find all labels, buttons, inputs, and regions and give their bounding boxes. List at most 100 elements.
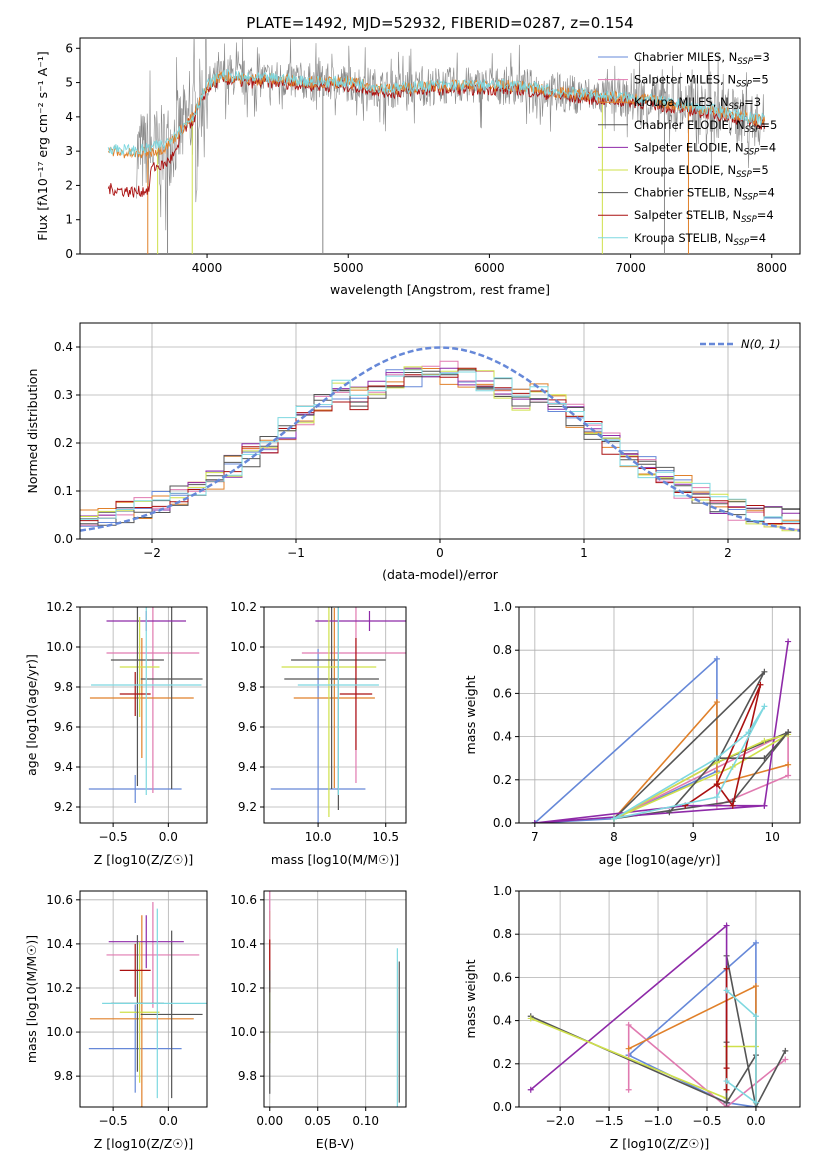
weight_vs_z-xtick-label: −1.0 (643, 1114, 672, 1128)
age_vs_mass-ytick-label: 10.0 (230, 640, 257, 654)
legend-label-kroupa_elodie: Kroupa ELODIE, NSSP=5 (634, 163, 769, 180)
spectrum-ytick-label: 1 (65, 213, 73, 227)
gaussian-curve (80, 346, 800, 532)
weight_vs_z-point-chabrier_elodie (782, 1047, 789, 1054)
legend-label-chabrier_miles: Chabrier MILES, NSSP=3 (634, 50, 770, 67)
weight_vs_age-ytick-label: 0.2 (493, 773, 512, 787)
age_vs_z-ytick-label: 9.6 (54, 720, 73, 734)
spectrum-xlabel: wavelength [Angstrom, rest frame] (330, 282, 550, 297)
spectrum-ytick-label: 6 (65, 41, 73, 55)
legend-label-kroupa_miles: Kroupa MILES, NSSP=3 (634, 95, 761, 112)
weight_vs_age-ytick-label: 1.0 (493, 600, 512, 614)
spectrum-ytick-label: 2 (65, 178, 73, 192)
weight_vs_age-xtick-label: 9 (689, 830, 697, 844)
residual-ytick-label: 0.2 (54, 436, 73, 450)
weight_vs_age-ytick-label: 0.4 (493, 730, 512, 744)
weight_vs_z-series-chabrier_elodie (530, 955, 787, 1107)
weight_vs_z-series-chabrier_miles (628, 941, 757, 1107)
mass_vs_z-xlabel: Z [log10(Z/Z☉)] (94, 1136, 194, 1151)
age_vs_z-axes (79, 606, 208, 824)
age_vs_z-xtick-label: 0.0 (159, 830, 178, 844)
age_vs_z-ylabel: age [log10(age/yr)] (24, 654, 39, 776)
mass_vs_ebv-marks (269, 891, 400, 1107)
weight_vs_age-panel: 7 8 9 10 0.0 0.2 0.4 0.6 0.8 1.0 age [log10(age/yr… (463, 600, 801, 867)
mass_vs_z-xtick-label: 0.0 (159, 1114, 178, 1128)
age_vs_mass-ytick-label: 9.8 (238, 680, 257, 694)
age_vs_mass-xtick-label: 10.0 (305, 830, 332, 844)
mass_vs_z-marks (88, 902, 207, 1107)
mass_vs_z-ytick-label: 10.4 (46, 937, 73, 951)
weight_vs_age-point-chabrier_miles (713, 655, 720, 662)
weight_vs_age-point-kroupa_elodie (761, 737, 768, 744)
age_vs_z-ytick-label: 9.8 (54, 680, 73, 694)
weight_vs_age-point-salpeter_stelib (757, 681, 764, 688)
weight_vs_age-point-kroupa_stelib (745, 729, 752, 736)
mass_vs_ebv-ytick-label: 10.0 (230, 1025, 257, 1039)
weight_vs_z-point-kroupa_miles (752, 983, 759, 990)
gaussian-legend-label: N(0, 1) (741, 337, 781, 351)
weight_vs_age-ylabel: mass weight (463, 675, 478, 754)
weight_vs_age-series-kroupa_stelib (613, 705, 766, 820)
spectrum-axes (79, 37, 801, 255)
age_vs_z-ytick-label: 10.0 (46, 640, 73, 654)
weight_vs_age-series-kroupa_elodie (613, 733, 789, 820)
mass_vs_z-ytick-label: 9.8 (54, 1069, 73, 1083)
weight_vs_z-xtick-label: −0.5 (692, 1114, 721, 1128)
spectrum-ytick-label: 0 (65, 247, 73, 261)
spectrum-ytick-label: 3 (65, 144, 73, 158)
weight_vs_z-point-kroupa_stelib (752, 1099, 759, 1106)
mass_vs_z-xtick-label: −0.5 (99, 1114, 128, 1128)
weight_vs_age-point-salpeter_stelib (713, 781, 720, 788)
residual-xtick-label: −2 (143, 546, 161, 560)
age_vs_z-marks (88, 607, 203, 803)
residual-ytick-label: 0.1 (54, 484, 73, 498)
mass_vs_z-ytick-label: 10.2 (46, 981, 73, 995)
legend-label-salpeter_elodie: Salpeter ELODIE, NSSP=4 (634, 140, 776, 157)
weight_vs_age-ytick-label: 0.0 (493, 816, 512, 830)
weight_vs_z-point-salpeter_stelib (723, 1065, 730, 1072)
spectrum-xtick-label: 5000 (333, 261, 364, 275)
weight_vs_age-ytick-label: 0.6 (493, 686, 512, 700)
weight_vs_age-xtick-label: 7 (531, 830, 539, 844)
age_vs_mass-panel: 10.0 10.5 9.2 9.4 9.6 9.8 10.0 10.2 mass [log10(… (230, 600, 407, 867)
weight_vs_age-series-chabrier_elodie (613, 671, 789, 820)
weight_vs_age-point-kroupa_stelib (713, 794, 720, 801)
legend-label-salpeter_miles: Salpeter MILES, NSSP=5 (634, 73, 769, 90)
mass_vs_ebv-xtick-label: 0.05 (304, 1114, 331, 1128)
spectrum-xtick-label: 7000 (615, 261, 646, 275)
weight_vs_age-marks (531, 638, 792, 823)
weight_vs_z-xlabel: Z [log10(Z/Z☉)] (610, 1136, 710, 1151)
weight_vs_z-point-salpeter_miles (625, 1021, 632, 1028)
weight_vs_age-point-kroupa_stelib (761, 703, 768, 710)
weight_vs_z-ytick-label: 0.0 (493, 1100, 512, 1114)
weight_vs_z-ylabel: mass weight (463, 959, 478, 1038)
weight_vs_z-series-kroupa_stelib (726, 989, 757, 1105)
weight_vs_z-point-chabrier_miles (752, 939, 759, 946)
age_vs_mass-ytick-label: 9.2 (238, 800, 257, 814)
weight_vs_age-xtick-label: 10 (765, 830, 780, 844)
weight_vs_z-marks (527, 922, 789, 1107)
weight_vs_age-point-salpeter_elodie (531, 820, 538, 823)
observed-spectrum (136, 38, 765, 231)
weight_vs_z-xtick-label: −1.5 (595, 1114, 624, 1128)
residual-xtick-label: 2 (724, 546, 732, 560)
spectrum-ytick-label: 5 (65, 76, 73, 90)
weight_vs_z-xtick-label: −2.0 (546, 1114, 575, 1128)
weight_vs_age-xlabel: age [log10(age/yr)] (599, 852, 721, 867)
weight_vs_age-point-chabrier_stelib (761, 755, 768, 762)
age_vs_z-ytick-label: 9.4 (54, 760, 73, 774)
age_vs_mass-axes (263, 606, 407, 824)
mass_vs_z-ytick-label: 10.6 (46, 893, 73, 907)
age_vs_mass-ytick-label: 10.2 (230, 600, 257, 614)
mass_vs_ebv-ytick-label: 10.2 (230, 981, 257, 995)
weight_vs_z-point-salpeter_stelib (723, 965, 730, 972)
model-spectrum-kroupa_stelib (107, 68, 766, 157)
spectrum-xtick-label: 6000 (474, 261, 505, 275)
weight_vs_age-series-chabrier_stelib (668, 731, 789, 813)
residual-xtick-label: 0 (436, 546, 444, 560)
mass_vs_ebv-xtick-label: 0.10 (352, 1114, 379, 1128)
mass_vs_ebv-xtick-label: 0.00 (256, 1114, 283, 1128)
age_vs_z-xtick-label: −0.5 (99, 830, 128, 844)
spectrum-ylabel: Flux [fλ10⁻¹⁷ erg cm⁻² s⁻¹ A⁻¹] (35, 51, 50, 240)
